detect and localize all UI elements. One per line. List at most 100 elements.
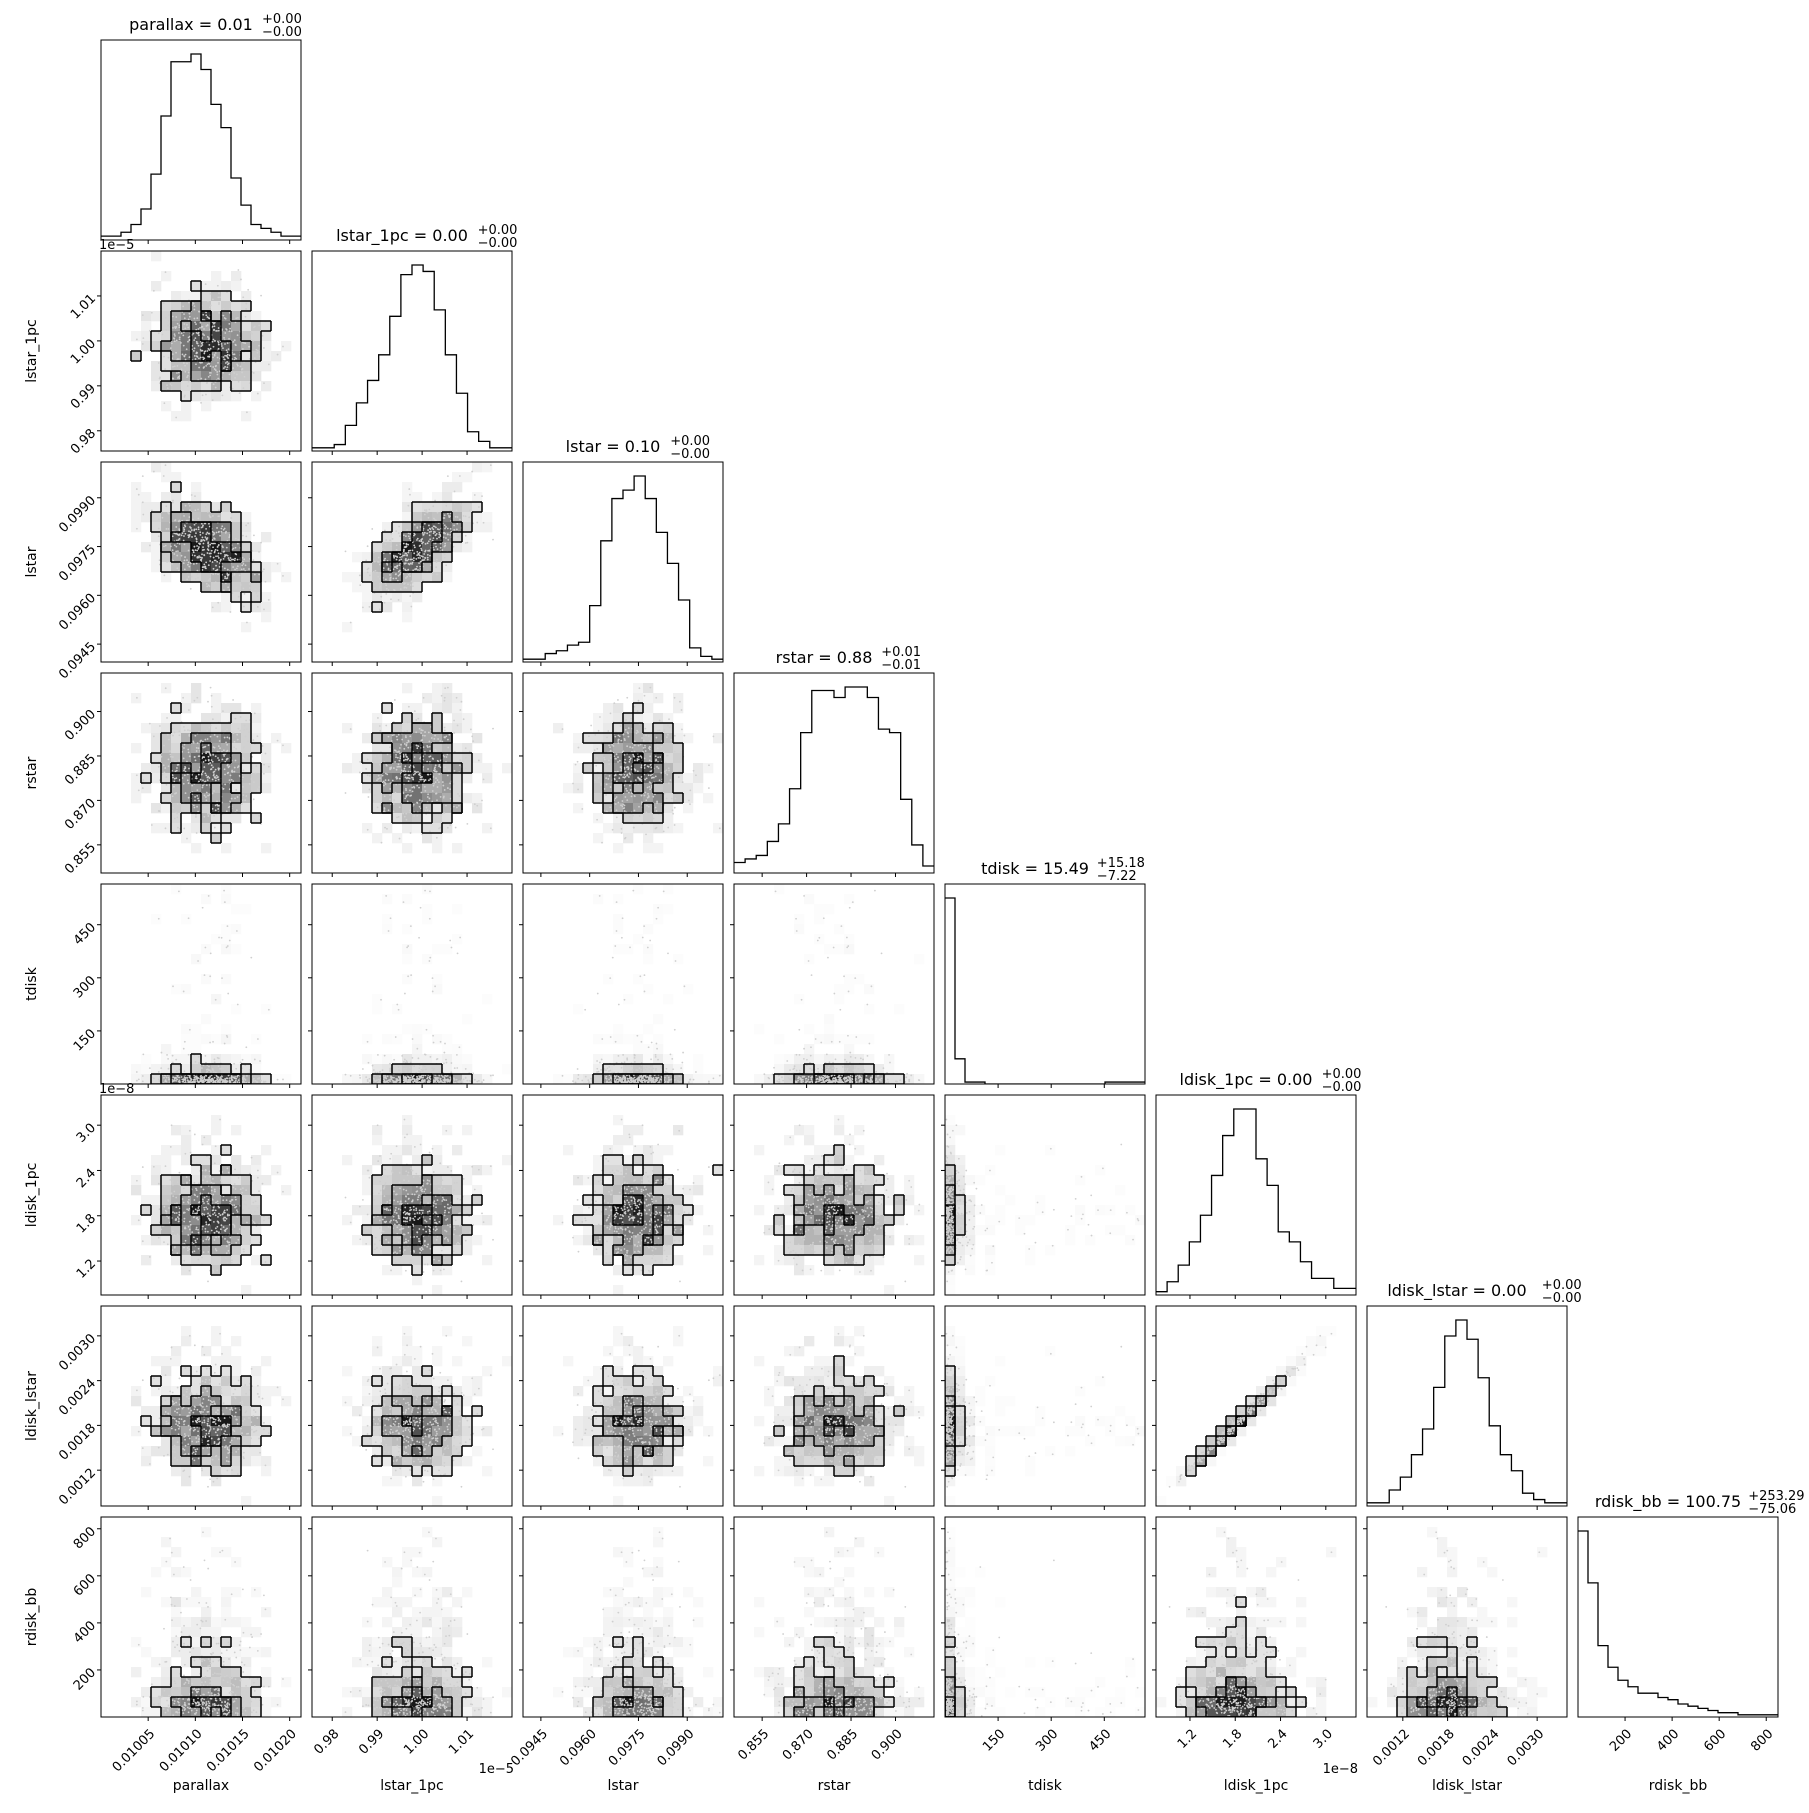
- scatter-point: [224, 730, 226, 732]
- scatter-point: [449, 534, 451, 536]
- scatter-point: [399, 806, 401, 808]
- density-bin: [432, 984, 442, 994]
- scatter-point: [254, 1059, 256, 1061]
- scatter-point: [184, 371, 186, 373]
- density-bin: [211, 793, 221, 803]
- scatter-point: [406, 1061, 408, 1063]
- scatter-point: [610, 786, 612, 788]
- scatter-point: [245, 795, 247, 797]
- scatter-point: [385, 764, 387, 766]
- scatter-point: [163, 764, 165, 766]
- scatter-point: [453, 529, 455, 531]
- density-bin: [342, 622, 352, 632]
- scatter-point: [226, 369, 228, 371]
- scatter-point: [212, 793, 214, 795]
- scatter-point: [202, 779, 204, 781]
- scatter-point: [659, 720, 661, 722]
- scatter-point: [434, 985, 436, 987]
- density-bin: [432, 492, 442, 502]
- scatter-point: [188, 536, 190, 538]
- scatter-point: [183, 828, 185, 830]
- scatter-point: [688, 800, 690, 802]
- scatter-point: [168, 320, 170, 322]
- scatter-point: [435, 750, 437, 752]
- scatter-point: [671, 798, 673, 800]
- scatter-point: [650, 771, 652, 773]
- scatter-point: [172, 756, 174, 758]
- density-bin: [151, 743, 161, 753]
- scatter-point: [231, 798, 233, 800]
- scatter-point: [223, 551, 225, 553]
- scatter-point: [596, 757, 598, 759]
- scatter-point: [203, 766, 205, 768]
- scatter-point: [174, 340, 176, 342]
- density-bin: [241, 763, 251, 773]
- scatter-point: [459, 475, 461, 477]
- scatter-point: [206, 784, 208, 786]
- scatter-point: [648, 796, 650, 798]
- scatter-point: [634, 759, 636, 761]
- scatter-point: [236, 374, 238, 376]
- scatter-point: [684, 735, 686, 737]
- density-bin: [151, 723, 161, 733]
- scatter-point: [461, 1079, 463, 1081]
- scatter-point: [420, 1076, 422, 1078]
- density-bin: [342, 572, 352, 582]
- density-bin: [161, 371, 171, 381]
- density-bin: [221, 944, 231, 954]
- scatter-point: [214, 1081, 216, 1083]
- scatter-point: [422, 730, 424, 732]
- scatter-point: [165, 687, 167, 689]
- scatter-point: [186, 376, 188, 378]
- density-bin: [161, 351, 171, 361]
- scatter-point: [643, 740, 645, 742]
- histogram-rstar: [734, 687, 934, 866]
- scatter-point: [199, 534, 201, 536]
- density-bin: [472, 502, 482, 512]
- scatter-point: [250, 957, 252, 959]
- scatter-point: [656, 810, 658, 812]
- scatter-point: [644, 974, 646, 976]
- scatter-point: [384, 1080, 386, 1082]
- scatter-point: [189, 509, 191, 511]
- scatter-point: [209, 375, 211, 377]
- scatter-point: [405, 1079, 407, 1081]
- scatter-point: [219, 747, 221, 749]
- density-bin: [181, 542, 191, 552]
- scatter-point: [166, 384, 168, 386]
- density-bin: [593, 833, 603, 843]
- scatter-point: [422, 779, 424, 781]
- scatter-point: [235, 344, 237, 346]
- scatter-point: [195, 776, 197, 778]
- scatter-point: [224, 568, 226, 570]
- scatter-point: [426, 807, 428, 809]
- scatter-point: [403, 551, 405, 553]
- density-bin: [382, 703, 392, 713]
- density-bin: [251, 391, 261, 401]
- density-bin: [211, 833, 221, 843]
- density-bin: [241, 311, 251, 321]
- density-bin: [151, 371, 161, 381]
- scatter-point: [390, 545, 392, 547]
- scatter-point: [176, 1070, 178, 1072]
- scatter-point: [434, 766, 436, 768]
- scatter-point: [418, 1057, 420, 1059]
- scatter-point: [240, 1062, 242, 1064]
- scatter-point: [198, 528, 200, 530]
- scatter-point: [659, 756, 661, 758]
- scatter-point: [243, 729, 245, 731]
- density-bin: [171, 291, 181, 301]
- scatter-point: [442, 781, 444, 783]
- scatter-point: [183, 783, 185, 785]
- scatter-point: [631, 769, 633, 771]
- density-bin: [211, 271, 221, 281]
- scatter-point: [207, 504, 209, 506]
- scatter-point: [260, 542, 262, 544]
- scatter-point: [277, 740, 279, 742]
- scatter-point: [224, 1043, 226, 1045]
- scatter-point: [427, 559, 429, 561]
- scatter-point: [406, 946, 408, 948]
- scatter-point: [218, 327, 220, 329]
- scatter-point: [215, 805, 217, 807]
- scatter-point: [433, 525, 435, 527]
